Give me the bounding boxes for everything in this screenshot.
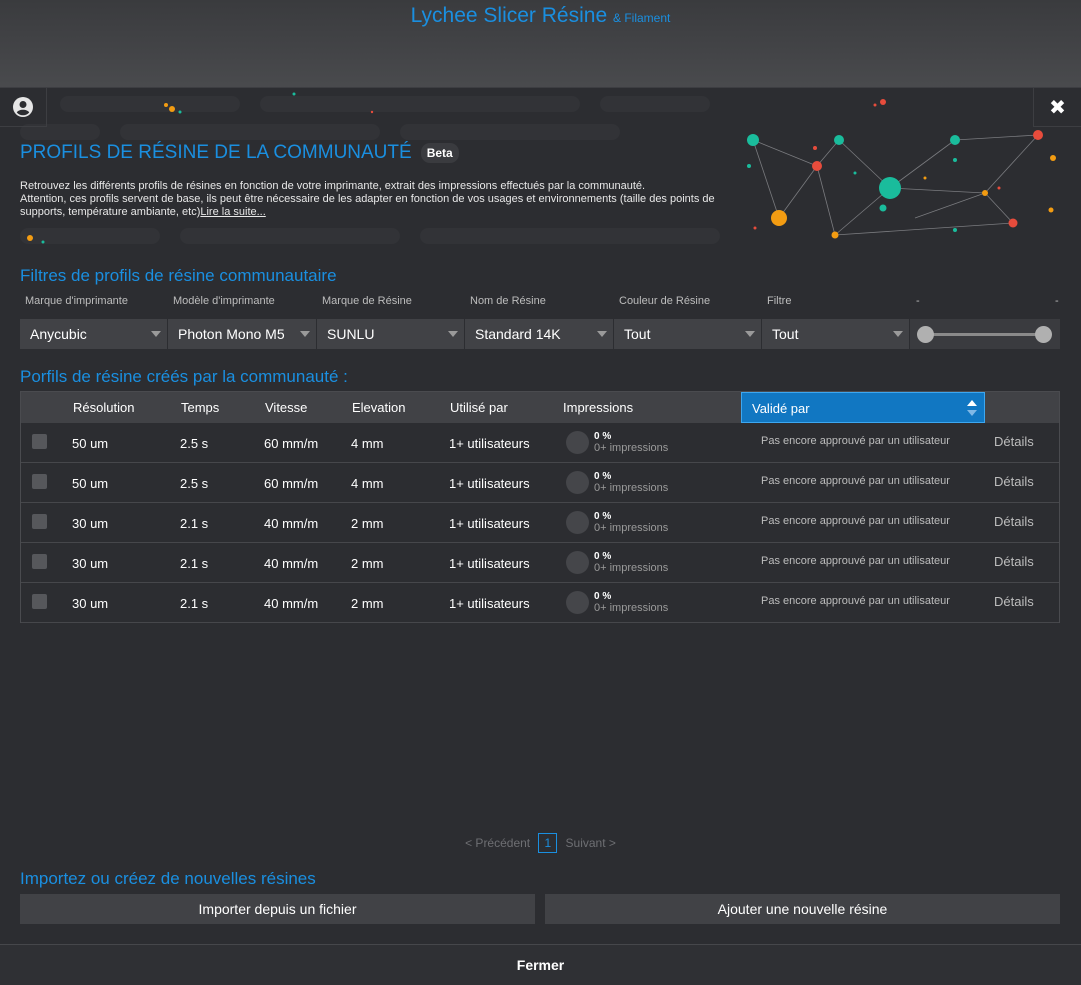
row-checkbox[interactable] xyxy=(32,474,47,489)
resin-brand-select[interactable]: SUNLU xyxy=(317,319,464,349)
table-row: 30 um 2.1 s 40 mm/m 2 mm 1+ utilisateurs… xyxy=(21,543,1059,583)
prints-ring xyxy=(566,551,589,574)
hero-banner: ✖ PROFILS DE RÉSINE DE LA COMMUNAUTÉ Bet… xyxy=(0,88,1081,248)
app-title: Lychee Slicer Résine & Filament xyxy=(410,4,671,27)
row-checkbox[interactable] xyxy=(32,514,47,529)
resin-color-select[interactable]: Tout xyxy=(614,319,761,349)
filter-label-printer-model: Modèle d'imprimante xyxy=(173,295,275,307)
filter-range-min-label: - xyxy=(916,295,920,307)
profile-button[interactable] xyxy=(0,88,47,127)
prints-ring xyxy=(566,431,589,454)
close-modal-button[interactable]: ✖ xyxy=(1033,88,1081,127)
filter-label-filter: Filtre xyxy=(767,295,792,307)
row-checkbox[interactable] xyxy=(32,434,47,449)
details-link[interactable]: Détails xyxy=(994,554,1034,569)
chevron-down-icon xyxy=(151,331,161,337)
filter-range-max-label: - xyxy=(1055,295,1059,307)
beta-badge: Beta xyxy=(420,143,459,163)
filter-label-printer-brand: Marque d'imprimante xyxy=(25,295,128,307)
pagination: < Précédent 1 Suivant > xyxy=(0,833,1081,853)
details-link[interactable]: Détails xyxy=(994,434,1034,449)
chevron-down-icon xyxy=(745,331,755,337)
chevron-down-icon xyxy=(300,331,310,337)
table-row: 50 um 2.5 s 60 mm/m 4 mm 1+ utilisateurs… xyxy=(21,463,1059,503)
filter-labels: Marque d'imprimante Modèle d'imprimante … xyxy=(20,295,1060,309)
header-time[interactable]: Temps xyxy=(181,400,220,415)
page-title: PROFILS DE RÉSINE DE LA COMMUNAUTÉ Beta xyxy=(20,142,459,164)
prints-ring xyxy=(566,471,589,494)
details-link[interactable]: Détails xyxy=(994,514,1034,529)
printer-model-select[interactable]: Photon Mono M5 xyxy=(168,319,316,349)
prints-ring xyxy=(566,511,589,534)
header-used-by[interactable]: Utilisé par xyxy=(450,400,508,415)
network-illustration-icon xyxy=(747,130,1056,239)
header-prints[interactable]: Impressions xyxy=(563,400,634,415)
read-more-link[interactable]: Lire la suite... xyxy=(200,206,266,218)
filters-section-title: Filtres de profils de résine communautai… xyxy=(20,266,337,285)
community-resin-modal: ✖ PROFILS DE RÉSINE DE LA COMMUNAUTÉ Bet… xyxy=(0,87,1081,985)
close-icon: ✖ xyxy=(1049,96,1066,119)
filter-label-resin-name: Nom de Résine xyxy=(470,295,546,307)
table-row: 30 um 2.1 s 40 mm/m 2 mm 1+ utilisateurs… xyxy=(21,583,1059,623)
chevron-down-icon xyxy=(893,331,903,337)
hero-description: Retrouvez les différents profils de rési… xyxy=(20,180,715,218)
filter-label-resin-brand: Marque de Résine xyxy=(322,295,412,307)
header-resolution[interactable]: Résolution xyxy=(73,400,135,415)
slider-track[interactable] xyxy=(924,333,1044,336)
import-section-title: Importez ou créez de nouvelles résines xyxy=(20,869,316,888)
details-link[interactable]: Détails xyxy=(994,474,1034,489)
profiles-table: Résolution Temps Vitesse Elevation Utili… xyxy=(20,391,1060,623)
table-row: 50 um 2.5 s 60 mm/m 4 mm 1+ utilisateurs… xyxy=(21,423,1059,463)
header-speed[interactable]: Vitesse xyxy=(265,400,308,415)
header-elevation[interactable]: Elevation xyxy=(352,400,406,415)
printer-brand-select[interactable]: Anycubic xyxy=(20,319,167,349)
sort-icon xyxy=(967,400,977,416)
resin-name-select[interactable]: Standard 14K xyxy=(465,319,613,349)
profiles-section-title: Porfils de résine créés par la communaut… xyxy=(20,367,348,386)
pager-current-page[interactable]: 1 xyxy=(538,833,558,853)
prints-ring xyxy=(566,591,589,614)
import-file-button[interactable]: Importer depuis un fichier xyxy=(20,894,535,924)
close-footer-button[interactable]: Fermer xyxy=(0,944,1081,985)
row-checkbox[interactable] xyxy=(32,594,47,609)
background-pattern xyxy=(20,92,886,244)
user-circle-icon xyxy=(13,97,33,117)
filter-label-resin-color: Couleur de Résine xyxy=(619,295,711,307)
range-slider xyxy=(910,319,1060,349)
slider-max-handle[interactable] xyxy=(1035,326,1052,343)
slider-min-handle[interactable] xyxy=(917,326,934,343)
table-header: Résolution Temps Vitesse Elevation Utili… xyxy=(21,392,1059,423)
chevron-down-icon xyxy=(597,331,607,337)
pager-prev[interactable]: < Précédent xyxy=(465,836,531,850)
details-link[interactable]: Détails xyxy=(994,594,1034,609)
chevron-down-icon xyxy=(448,331,458,337)
table-row: 30 um 2.1 s 40 mm/m 2 mm 1+ utilisateurs… xyxy=(21,503,1059,543)
row-checkbox[interactable] xyxy=(32,554,47,569)
pager-next[interactable]: Suivant > xyxy=(565,836,616,850)
add-resin-button[interactable]: Ajouter une nouvelle résine xyxy=(545,894,1060,924)
header-validated-by[interactable]: Validé par xyxy=(741,392,985,423)
filter-bar: Anycubic Photon Mono M5 SUNLU Standard 1… xyxy=(20,319,1060,349)
filter-select[interactable]: Tout xyxy=(762,319,909,349)
